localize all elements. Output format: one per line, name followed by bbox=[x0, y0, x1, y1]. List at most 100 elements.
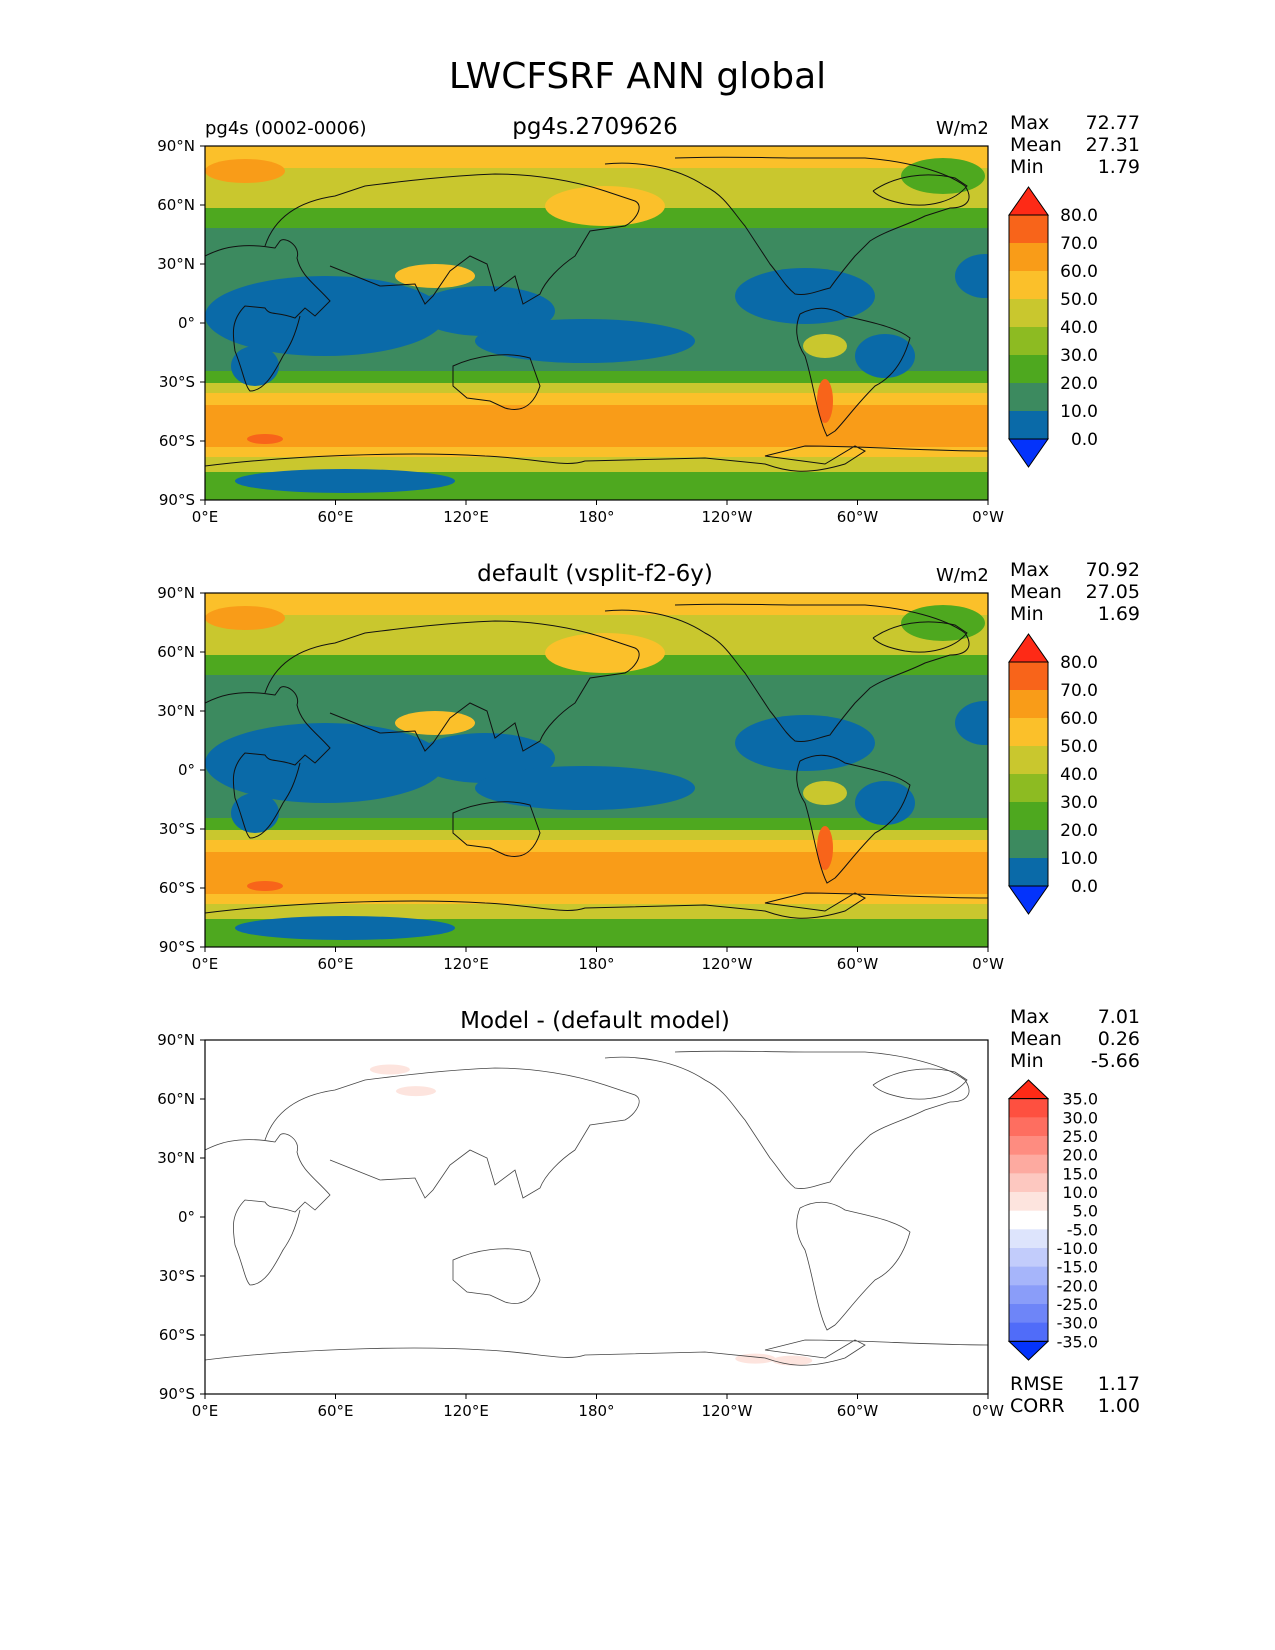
band-antarctic-olive bbox=[205, 457, 988, 472]
colorbar-label: -20.0 bbox=[1057, 1276, 1098, 1295]
colorbar-extend-top bbox=[1008, 186, 1049, 216]
panel1-left-label: pg4s (0002-0006) bbox=[205, 118, 367, 139]
colorbar-segment bbox=[1009, 774, 1048, 803]
colorbar-label: -10.0 bbox=[1057, 1239, 1098, 1258]
stat-value: 72.77 bbox=[1085, 112, 1140, 134]
x-tick-label: 180° bbox=[578, 508, 614, 526]
x-tick-label: 60°W bbox=[837, 1402, 879, 1420]
map-panel-1 bbox=[205, 146, 988, 500]
band-south-yellow bbox=[205, 840, 988, 854]
colorbar-segment bbox=[1009, 858, 1048, 887]
stat-value: 1.79 bbox=[1097, 156, 1140, 178]
anomaly-patch bbox=[735, 1353, 776, 1364]
dry-region bbox=[205, 276, 445, 356]
anomaly-patch bbox=[772, 1355, 813, 1366]
x-tick-label: 120°E bbox=[443, 1402, 489, 1420]
colorbar-segment bbox=[1009, 830, 1048, 859]
colorbar-segment bbox=[1009, 327, 1048, 356]
colorbar-label: 60.0 bbox=[1060, 709, 1098, 729]
y-tick-label: 60°S bbox=[159, 1326, 195, 1344]
colorbar-label: 10.0 bbox=[1060, 402, 1098, 422]
band-southern-ocean bbox=[205, 405, 988, 449]
dry-region bbox=[735, 715, 875, 771]
y-tick-label: 90°N bbox=[157, 584, 195, 602]
colorbar-extend-bottom bbox=[1007, 1340, 1050, 1361]
y-tick-label: 90°N bbox=[157, 137, 195, 155]
colorbar-segment bbox=[1009, 1117, 1048, 1137]
coastline bbox=[452, 354, 541, 410]
colorbar-label: 10.0 bbox=[1062, 1183, 1098, 1202]
colorbar-label: 50.0 bbox=[1060, 737, 1098, 757]
colorbar-label: 0.0 bbox=[1071, 877, 1098, 897]
x-tick-label: 120°W bbox=[702, 508, 753, 526]
colorbar-label: 50.0 bbox=[1060, 290, 1098, 310]
coastline bbox=[604, 156, 970, 295]
colorbar-label: 15.0 bbox=[1062, 1164, 1098, 1183]
panel2-units: W/m2 bbox=[936, 565, 989, 586]
field-base bbox=[205, 1040, 988, 1394]
figure-title: LWCFSRF ANN global bbox=[448, 56, 827, 97]
y-tick-label: 60°S bbox=[159, 879, 195, 897]
colorbar-label: 80.0 bbox=[1060, 206, 1098, 226]
andes-patch bbox=[817, 826, 833, 870]
colorbar-segment bbox=[1009, 1210, 1048, 1230]
colorbar-label: 40.0 bbox=[1060, 765, 1098, 785]
storm-track-patch bbox=[247, 434, 283, 444]
colorbar-segment bbox=[1009, 355, 1048, 384]
panel2-stats: Max 70.92 Mean 27.05 Min 1.69 bbox=[1010, 559, 1140, 625]
coastline bbox=[264, 173, 640, 305]
dry-region bbox=[955, 254, 988, 298]
colorbar-segment bbox=[1009, 1322, 1048, 1342]
storm-track-patch bbox=[247, 881, 283, 891]
colorbar-segment bbox=[1009, 411, 1048, 440]
band-north-base bbox=[205, 675, 988, 691]
x-tick-label: 0°W bbox=[972, 955, 1004, 973]
coastline bbox=[604, 1050, 970, 1189]
colorbar-label: 20.0 bbox=[1060, 821, 1098, 841]
stat-label: Max bbox=[1010, 112, 1050, 134]
colorbar-label: 35.0 bbox=[1062, 1090, 1098, 1109]
band-antarctic-yellow bbox=[205, 447, 988, 457]
stat-value: 27.31 bbox=[1085, 134, 1140, 156]
coastline bbox=[872, 174, 968, 206]
colorbar-label: 30.0 bbox=[1062, 1108, 1098, 1127]
y-tick-label: 90°S bbox=[159, 491, 195, 509]
stat-value: 7.01 bbox=[1097, 1006, 1140, 1028]
dry-region bbox=[855, 781, 915, 825]
dry-region bbox=[235, 469, 455, 493]
stat-label: Max bbox=[1010, 559, 1050, 581]
panel1-stats: Max 72.77 Mean 27.31 Min 1.79 bbox=[1010, 112, 1140, 178]
warm-patch bbox=[205, 159, 285, 183]
metric-label: RMSE bbox=[1010, 1373, 1064, 1395]
x-tick-label: 60°W bbox=[837, 955, 879, 973]
colorbar-label: 70.0 bbox=[1060, 234, 1098, 254]
colorbar-label: 5.0 bbox=[1073, 1202, 1098, 1221]
coastline bbox=[205, 892, 988, 919]
x-tick-label: 180° bbox=[578, 1402, 614, 1420]
band-south-olive bbox=[205, 383, 988, 395]
mountain-patch bbox=[803, 781, 847, 805]
coastline bbox=[604, 603, 970, 742]
y-tick-label: 30°N bbox=[157, 702, 195, 720]
y-tick-label: 30°S bbox=[159, 820, 195, 838]
stat-value: -5.66 bbox=[1090, 1050, 1140, 1072]
band-south-olive bbox=[205, 830, 988, 842]
colorbar-label: -15.0 bbox=[1057, 1258, 1098, 1277]
band-north-base bbox=[205, 228, 988, 244]
colorbar-frame bbox=[1008, 661, 1049, 887]
stat-label: Mean bbox=[1010, 581, 1062, 603]
colorbar-segment bbox=[1009, 802, 1048, 831]
colorbar-segment bbox=[1009, 1229, 1048, 1249]
y-tick-label: 0° bbox=[178, 1208, 195, 1226]
y-tick-label: 60°S bbox=[159, 432, 195, 450]
colorbar-segment bbox=[1009, 662, 1048, 691]
colorbar-label: 10.0 bbox=[1060, 849, 1098, 869]
warm-patch bbox=[205, 606, 285, 630]
y-tick-label: 60°N bbox=[157, 643, 195, 661]
metric-value: 1.00 bbox=[1097, 1395, 1140, 1417]
colorbar-label: -25.0 bbox=[1057, 1295, 1098, 1314]
coastline bbox=[264, 1067, 640, 1199]
dry-region bbox=[231, 346, 279, 386]
colorbar-label: -35.0 bbox=[1057, 1332, 1098, 1351]
y-tick-label: 60°N bbox=[157, 1090, 195, 1108]
